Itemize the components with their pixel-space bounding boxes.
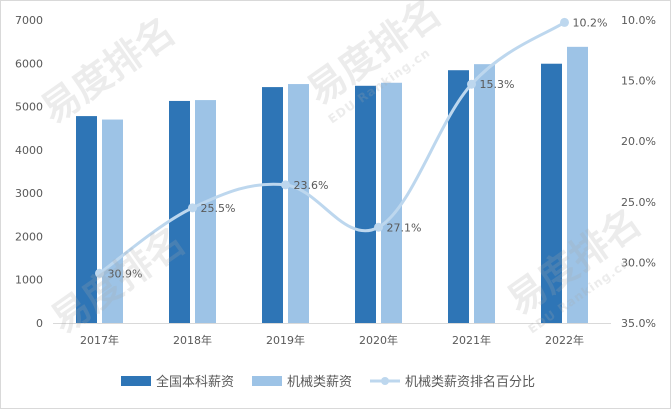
y-tick-label: 6000 <box>15 57 43 70</box>
legend-swatch-point <box>381 377 389 385</box>
x-tick-label: 2020年 <box>359 333 398 347</box>
y-axis-left: 0 1000 2000 3000 4000 5000 6000 7000 <box>15 14 43 330</box>
y-tick-label: 3000 <box>15 187 43 200</box>
y2-tick-label: 10.0% <box>621 14 656 27</box>
legend-label: 机械类薪资排名百分比 <box>405 374 535 390</box>
x-tick-label: 2022年 <box>545 333 584 347</box>
y2-tick-label: 15.0% <box>621 75 656 88</box>
bar-national <box>76 116 97 323</box>
bar-mechanical <box>567 46 588 323</box>
rank-point <box>95 268 104 278</box>
rank-data-label: 10.2% <box>573 16 608 29</box>
y-tick-label: 1000 <box>15 274 43 287</box>
y-tick-label: 5000 <box>15 101 43 114</box>
y2-tick-label: 30.0% <box>621 256 656 269</box>
y-tick-label: 4000 <box>15 144 43 157</box>
y-tick-label: 0 <box>36 317 43 330</box>
rank-point <box>374 222 383 232</box>
bar-mechanical <box>288 84 309 323</box>
x-tick-label: 2019年 <box>266 333 305 347</box>
x-tick-label: 2021年 <box>452 333 491 347</box>
y2-tick-label: 35.0% <box>621 317 656 330</box>
bar-national <box>541 63 562 324</box>
rank-point <box>281 180 290 190</box>
y-tick-label: 2000 <box>15 230 43 243</box>
bar-mechanical <box>102 119 123 323</box>
legend-swatch <box>121 376 151 386</box>
y-axis-right: 10.0% 15.0% 20.0% 25.0% 30.0% 35.0% <box>621 14 656 330</box>
bar-national <box>169 100 190 324</box>
rank-data-label: 15.3% <box>480 78 515 91</box>
bars-layer <box>76 46 588 324</box>
x-axis: 2017年 2018年 2019年 2020年 2021年 2022年 <box>53 323 611 347</box>
rank-data-label: 30.9% <box>108 267 143 280</box>
rank-data-label: 25.5% <box>201 202 236 215</box>
bar-national <box>262 87 283 323</box>
y2-tick-label: 20.0% <box>621 135 656 148</box>
bar-mechanical <box>474 64 495 323</box>
rank-line <box>98 21 566 275</box>
legend: 全国本科薪资 机械类薪资 机械类薪资排名百分比 <box>121 374 535 390</box>
rank-data-label: 27.1% <box>387 221 422 234</box>
rank-point <box>560 17 569 27</box>
x-tick-label: 2017年 <box>80 333 119 347</box>
y-tick-label: 7000 <box>15 14 43 27</box>
legend-swatch <box>252 376 282 386</box>
rank-point <box>467 79 476 89</box>
line-layer: 30.9% 25.5% 23.6% 27.1% 15.3% 10.2% <box>95 16 607 280</box>
bar-mechanical <box>381 82 402 323</box>
rank-data-label: 23.6% <box>294 179 329 192</box>
bar-national <box>355 85 376 324</box>
rank-point <box>188 203 197 213</box>
legend-label: 全国本科薪资 <box>156 374 234 390</box>
legend-label: 机械类薪资 <box>287 375 352 390</box>
bar-mechanical <box>195 100 216 323</box>
bar-national <box>448 70 469 323</box>
x-tick-label: 2018年 <box>173 333 212 347</box>
y2-tick-label: 25.0% <box>621 196 656 209</box>
